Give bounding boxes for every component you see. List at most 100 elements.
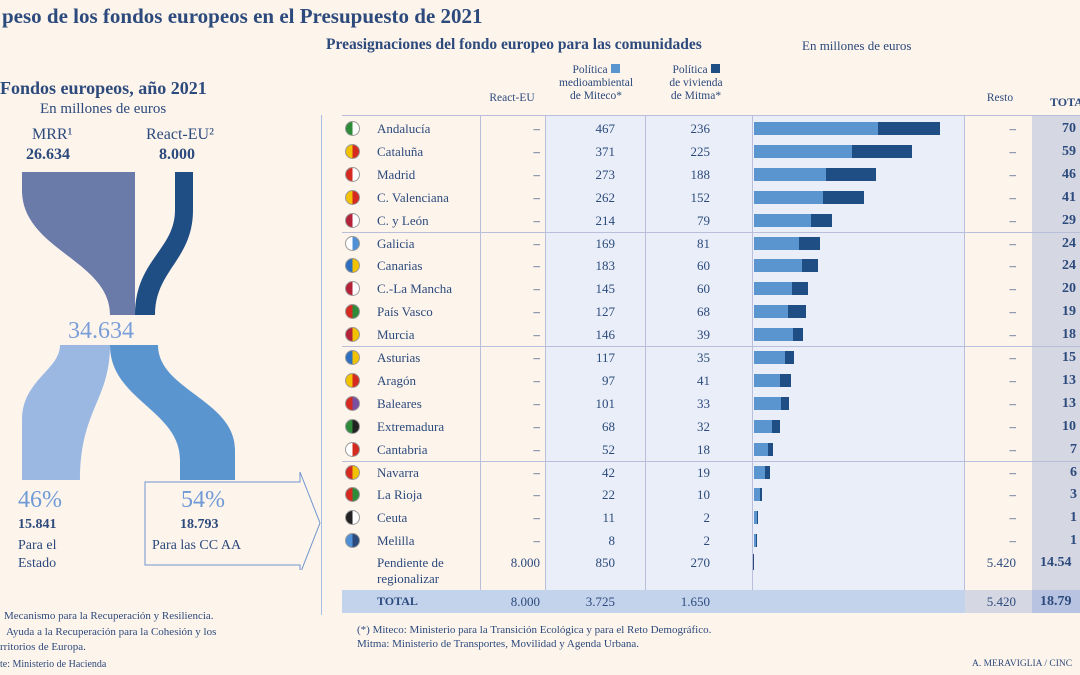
ccaa-arrow <box>144 471 321 570</box>
mitma-value: 41 <box>697 372 710 388</box>
react-value: – <box>533 464 541 480</box>
react-value: – <box>533 395 541 411</box>
react-value: – <box>533 235 541 251</box>
bar-miteco <box>754 534 757 548</box>
region-flag-icon <box>345 189 360 205</box>
region-name: Galicia <box>377 235 415 251</box>
region-name: Aragón <box>377 372 416 388</box>
miteco-value: 214 <box>595 212 616 228</box>
miteco-value: 146 <box>595 327 616 343</box>
page-title: peso de los fondos europeos en el Presup… <box>2 4 483 28</box>
bar-miteco <box>754 419 773 433</box>
bar-miteco <box>754 328 793 342</box>
resto-value: – <box>1009 533 1017 549</box>
bar-miteco <box>754 122 878 135</box>
region-name: Baleares <box>377 395 422 411</box>
pending-react: 8.000 <box>510 555 540 570</box>
bar-mitma <box>787 305 806 319</box>
region-name: La Rioja <box>377 487 423 503</box>
credit: A. MERAVIGLIA / CINC <box>972 659 1073 669</box>
resto-value: – <box>1009 212 1017 228</box>
left-unit: En millones de euros <box>40 101 167 117</box>
region-name: Cataluña <box>377 143 424 159</box>
react-value: – <box>533 143 541 159</box>
resto-value: – <box>1009 418 1017 434</box>
region-name: Asturias <box>377 350 421 365</box>
mitma-value: 236 <box>690 121 711 136</box>
resto-value: – <box>1009 235 1017 251</box>
resto-value: – <box>1009 166 1017 182</box>
react-value: 8.000 <box>159 146 195 163</box>
miteco-value: 127 <box>595 304 616 320</box>
bar-miteco <box>754 282 793 296</box>
pending-miteco: 850 <box>595 555 616 570</box>
col-divider <box>480 116 481 590</box>
miteco-value: 117 <box>595 350 615 365</box>
mitma-value: 33 <box>697 395 710 411</box>
pending-label-line: Pendiente de <box>377 555 444 570</box>
total-value: 41 <box>1062 189 1076 205</box>
total-value: 59 <box>1062 143 1076 159</box>
total-row-resto-bg <box>965 590 1032 613</box>
bar-mitma <box>792 282 809 296</box>
total-value: 20 <box>1062 281 1076 297</box>
region-flag-icon <box>345 235 360 251</box>
bar-miteco <box>754 213 811 227</box>
react-value: – <box>533 304 541 320</box>
bar-mitma <box>810 213 832 227</box>
estado-value: 15.841 <box>18 517 57 532</box>
legend-swatch-mitma <box>710 64 720 73</box>
bar-miteco <box>754 305 788 319</box>
bar-mitma <box>792 328 804 342</box>
region-flag-icon <box>345 212 360 228</box>
header-rule <box>342 115 1080 116</box>
totals-mitma: 1.650 <box>680 594 710 609</box>
mitma-value: 81 <box>697 235 710 251</box>
react-value: – <box>533 189 541 205</box>
pending-label: Pendiente de regionalizar <box>377 555 444 587</box>
mitma-value: 18 <box>697 441 710 457</box>
bar-mitma <box>779 373 791 387</box>
bar-miteco <box>754 511 757 525</box>
resto-value: – <box>1009 372 1017 388</box>
bar-miteco <box>754 488 760 502</box>
miteco-value: 183 <box>595 258 616 274</box>
total-value: 29 <box>1062 212 1076 228</box>
header-mitma-line: Política <box>672 64 708 76</box>
resto-value: – <box>1009 441 1017 457</box>
resto-value: – <box>1009 487 1017 503</box>
bar-mitma <box>756 534 757 548</box>
bar-mitma <box>772 419 781 433</box>
header-mitma-line: de vivienda <box>669 77 723 89</box>
header-mitma: Política de vivienda de Mitma* <box>648 64 744 103</box>
total-value: 13 <box>1062 395 1076 411</box>
react-value: – <box>533 441 541 457</box>
left-title: Fondos europeos, año 2021 <box>0 78 207 98</box>
resto-value: – <box>1009 327 1017 343</box>
react-value: – <box>533 212 541 228</box>
miteco-value: 467 <box>595 121 616 136</box>
totals-label: TOTAL <box>377 594 418 608</box>
react-value: – <box>533 533 541 549</box>
header-resto: Resto <box>986 92 1014 104</box>
miteco-value: 371 <box>595 143 616 159</box>
miteco-value: 8 <box>608 533 616 549</box>
miteco-value: 145 <box>595 281 616 297</box>
footnote-miteco: (*) Miteco: Ministerio para la Transició… <box>357 624 712 636</box>
miteco-value: 52 <box>602 441 615 457</box>
totals-resto: 5.420 <box>986 594 1016 609</box>
bar-mitma <box>785 351 795 364</box>
region-flag-icon <box>345 372 360 388</box>
resto-value: – <box>1009 395 1017 411</box>
total-value: 19 <box>1062 304 1076 320</box>
resto-value: – <box>1009 281 1017 297</box>
bar-miteco <box>754 259 803 273</box>
ccaa-flow <box>110 345 235 480</box>
miteco-value: 101 <box>595 395 616 411</box>
table-unit: En millones de euros <box>802 38 912 53</box>
miteco-value: 262 <box>595 189 616 205</box>
sankey-flow <box>22 172 321 570</box>
region-name: C.-La Mancha <box>377 281 453 297</box>
header-total: TOTA <box>1050 95 1080 109</box>
react-value: – <box>533 350 541 365</box>
